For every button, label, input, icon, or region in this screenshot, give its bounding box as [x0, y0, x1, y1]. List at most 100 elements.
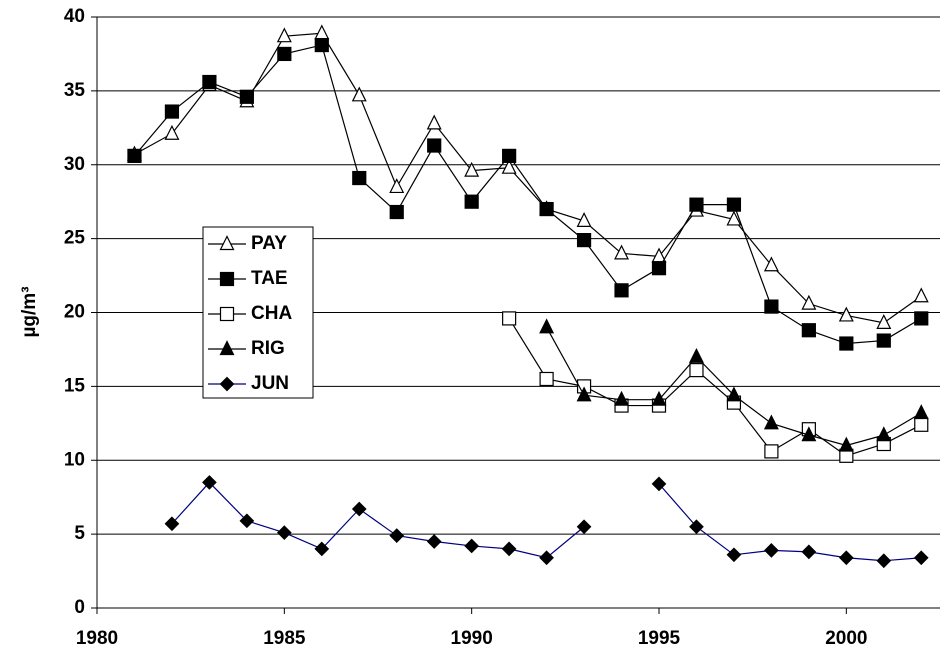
- marker: [239, 513, 255, 529]
- marker: [351, 86, 367, 102]
- y-tick-label: 30: [64, 154, 85, 175]
- marker: [426, 534, 442, 549]
- legend-marker: [219, 376, 235, 392]
- marker: [764, 299, 779, 314]
- y-tick-label: 40: [64, 6, 85, 27]
- marker: [277, 46, 292, 62]
- y-tick-label: 25: [64, 228, 86, 249]
- marker: [913, 287, 929, 303]
- x-tick-label: 1990: [451, 628, 493, 649]
- x-tick-label: 2000: [825, 628, 867, 649]
- marker: [464, 194, 479, 209]
- marker: [426, 114, 442, 130]
- marker: [876, 553, 892, 569]
- marker: [576, 519, 592, 535]
- marker: [801, 323, 816, 338]
- legend-label: CHA: [251, 303, 292, 324]
- marker: [202, 475, 217, 490]
- y-tick-label: 35: [64, 80, 86, 101]
- marker: [914, 417, 929, 432]
- marker: [164, 104, 180, 119]
- marker: [239, 89, 254, 104]
- marker: [464, 161, 480, 177]
- marker: [913, 550, 929, 566]
- marker: [913, 404, 929, 420]
- series-line: [134, 44, 922, 345]
- marker: [876, 333, 891, 348]
- marker: [689, 519, 704, 535]
- marker: [614, 244, 630, 260]
- legend-label: JUN: [251, 373, 289, 394]
- marker: [689, 363, 704, 378]
- series-line: [508, 318, 922, 457]
- y-tick-label: 0: [74, 597, 85, 618]
- marker: [276, 27, 292, 43]
- marker: [276, 525, 292, 540]
- marker: [576, 233, 592, 248]
- marker: [614, 390, 630, 406]
- legend-marker: [219, 306, 235, 322]
- marker: [539, 371, 554, 387]
- legend-label: PAY: [251, 233, 287, 254]
- marker: [764, 444, 779, 459]
- y-axis-label: µg/m³: [19, 286, 40, 337]
- marker: [539, 201, 554, 217]
- marker: [352, 170, 367, 186]
- marker: [164, 516, 180, 532]
- marker: [539, 318, 555, 334]
- marker: [127, 148, 142, 163]
- marker: [838, 436, 854, 452]
- marker: [764, 543, 779, 558]
- marker: [726, 386, 742, 402]
- marker: [389, 178, 405, 194]
- legend-marker: [219, 340, 235, 356]
- marker: [164, 124, 180, 140]
- legend-label: RIG: [251, 338, 285, 359]
- y-tick-label: 5: [74, 523, 85, 544]
- marker: [351, 501, 367, 517]
- marker: [389, 528, 405, 543]
- x-tick-label: 1995: [638, 628, 681, 649]
- marker: [202, 74, 217, 90]
- y-tick-label: 20: [64, 302, 85, 323]
- series-line: [134, 32, 922, 324]
- marker: [688, 347, 704, 363]
- marker: [876, 314, 892, 329]
- y-tick-label: 10: [64, 449, 85, 470]
- marker: [539, 550, 554, 566]
- marker: [501, 541, 517, 557]
- marker: [763, 256, 779, 272]
- legend-label: TAE: [251, 268, 288, 289]
- marker: [763, 414, 779, 430]
- marker: [914, 311, 929, 326]
- marker: [576, 212, 592, 227]
- marker: [839, 336, 854, 351]
- marker: [576, 386, 592, 402]
- marker: [801, 426, 817, 442]
- marker: [838, 306, 854, 322]
- marker: [838, 550, 854, 566]
- marker: [427, 138, 442, 153]
- marker: [464, 538, 480, 554]
- marker: [314, 541, 330, 557]
- marker: [726, 210, 742, 226]
- marker: [726, 197, 742, 212]
- marker: [314, 24, 330, 40]
- marker: [614, 283, 629, 298]
- marker: [502, 148, 517, 163]
- marker: [502, 311, 517, 326]
- marker: [876, 426, 892, 442]
- marker: [651, 390, 667, 406]
- legend-marker: [219, 271, 235, 287]
- marker: [389, 204, 404, 220]
- x-tick-label: 1985: [263, 628, 306, 649]
- marker: [651, 476, 667, 492]
- marker: [726, 547, 742, 563]
- y-tick-label: 15: [64, 375, 86, 396]
- marker: [801, 294, 817, 310]
- marker: [651, 261, 667, 276]
- legend-marker: [219, 235, 235, 251]
- legend: PAY TAE CHA RIG JUN: [202, 226, 314, 399]
- x-tick-label: 1980: [76, 628, 118, 649]
